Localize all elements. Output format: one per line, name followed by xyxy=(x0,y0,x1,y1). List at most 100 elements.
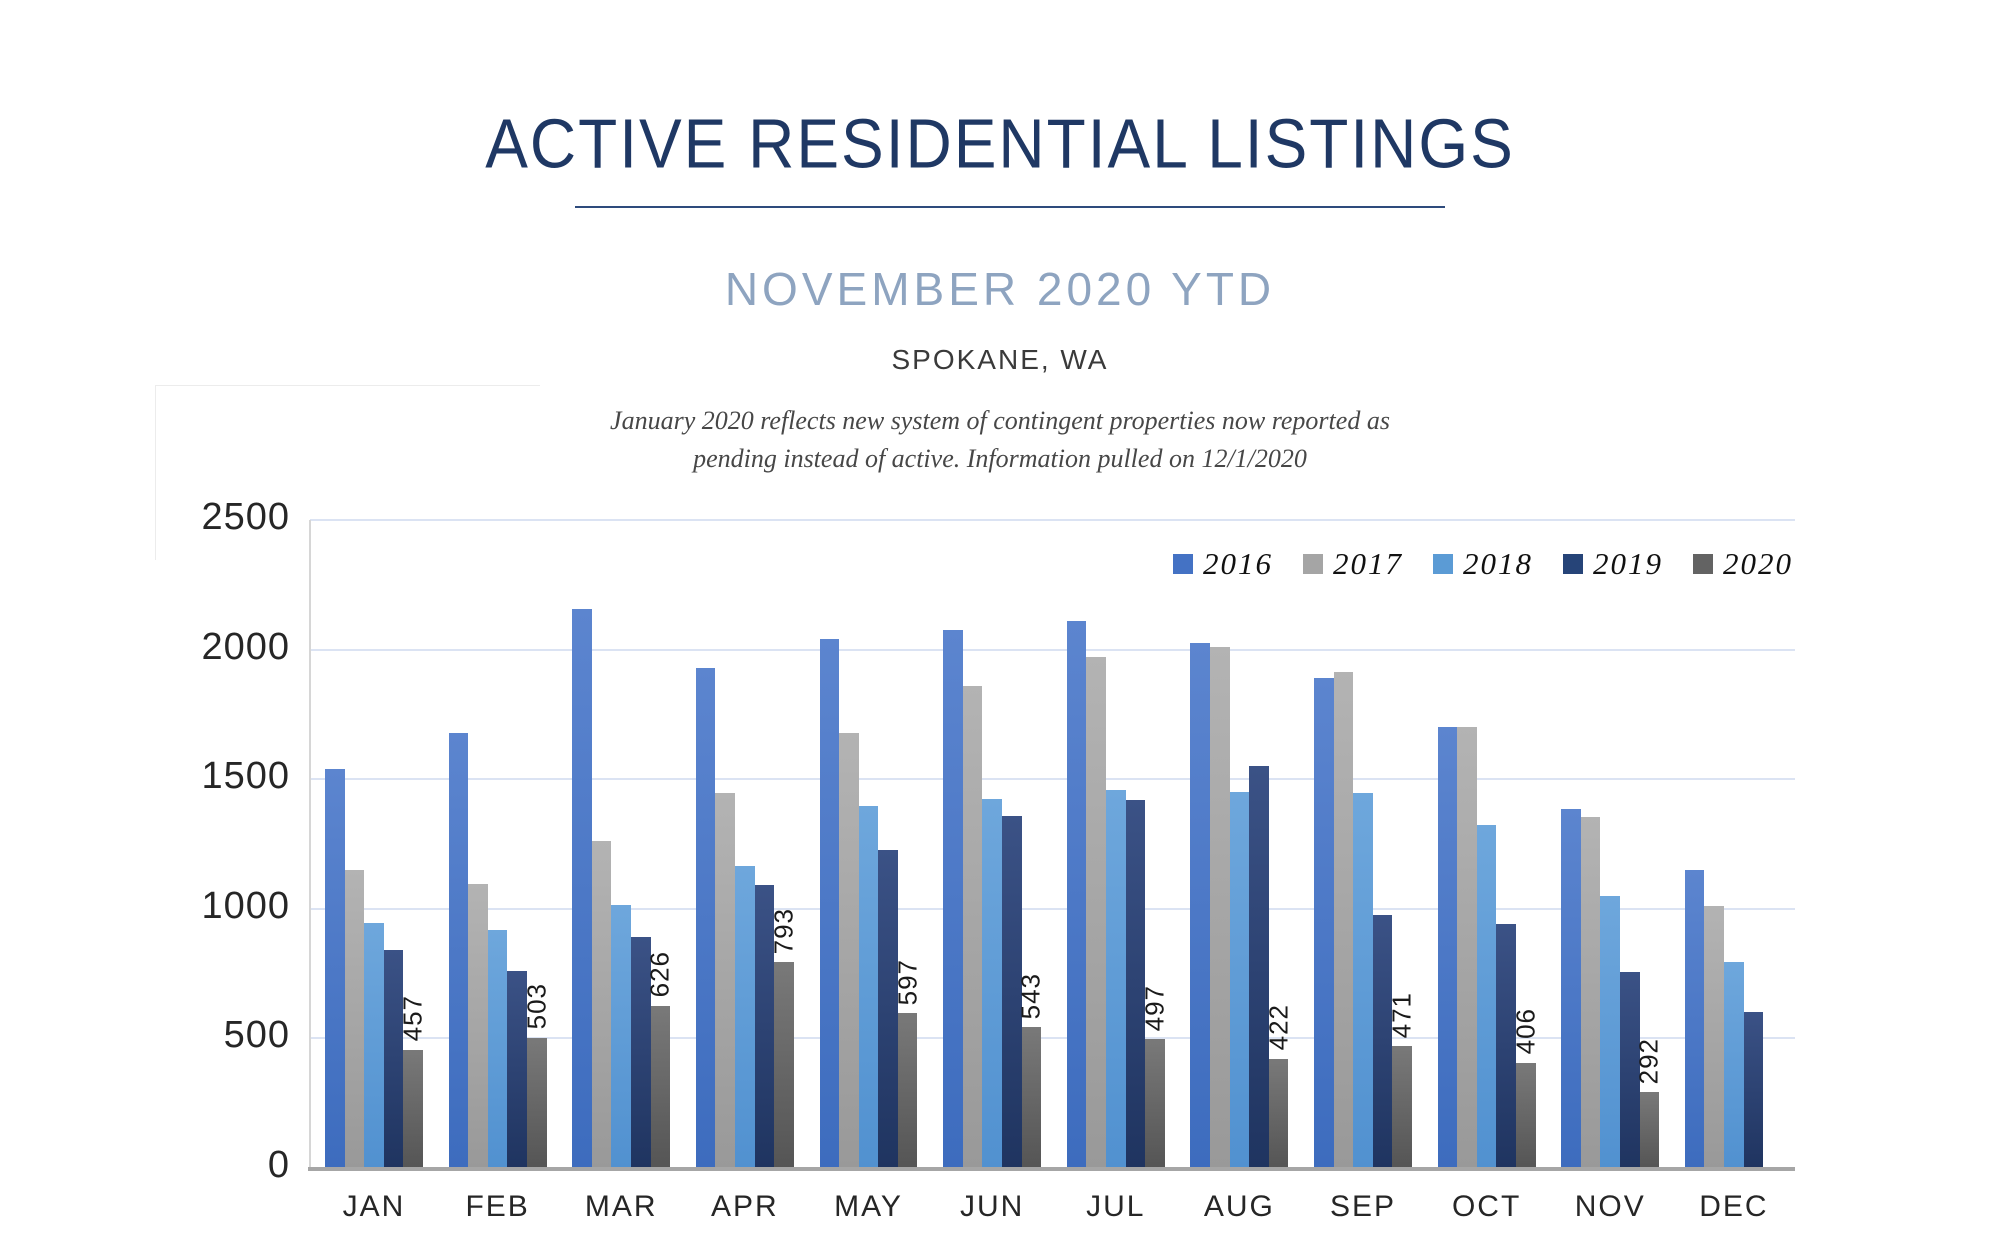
legend-label-2017: 2017 xyxy=(1333,546,1403,581)
bar-group-feb: 503 FEB xyxy=(448,520,551,1223)
y-axis-line xyxy=(309,520,311,1168)
bar-group-aug: 422 AUG xyxy=(1190,520,1293,1223)
bar-2020-may: 597 xyxy=(892,959,922,1168)
bar-2016-sep xyxy=(1314,678,1334,1168)
bar-2017-nov xyxy=(1580,816,1601,1168)
legend-swatch-2020 xyxy=(1693,554,1713,574)
footnote-line-2: pending instead of active. Information p… xyxy=(693,443,1307,473)
bar-2016-jan xyxy=(325,768,345,1168)
x-tick-label-nov: NOV xyxy=(1574,1190,1646,1223)
bar-2018-aug xyxy=(1229,792,1250,1168)
bar-2019-jun xyxy=(1001,815,1022,1168)
x-tick-label-jan: JAN xyxy=(342,1190,406,1223)
bar-2017-jan xyxy=(344,869,365,1168)
data-label-2020-may: 597 xyxy=(892,958,923,1006)
bar-group-dec: DEC xyxy=(1684,520,1783,1223)
bar-2017-apr xyxy=(715,793,736,1168)
bar-2020-apr: 793 xyxy=(769,908,799,1168)
bar-2018-apr xyxy=(735,866,755,1168)
location-label: SPOKANE, WA xyxy=(891,344,1109,375)
bar-2017-jun xyxy=(962,685,983,1168)
bar-2018-sep xyxy=(1353,793,1373,1168)
bar-2016-nov xyxy=(1561,809,1581,1168)
y-tick-label-2500: 2500 xyxy=(201,496,290,538)
bar-2016-apr xyxy=(695,667,716,1168)
bar-group-oct: 406 OCT xyxy=(1437,520,1540,1223)
data-label-2020-aug: 422 xyxy=(1263,1004,1294,1051)
x-tick-label-feb: FEB xyxy=(465,1190,530,1223)
data-label-2020-jan: 457 xyxy=(397,995,428,1042)
bar-2016-oct xyxy=(1437,727,1458,1168)
bar-2018-mar xyxy=(611,904,632,1168)
bar-2017-sep xyxy=(1333,671,1354,1168)
bar-2017-dec xyxy=(1704,906,1725,1168)
bar-2019-aug xyxy=(1249,766,1269,1168)
bar-2018-jul xyxy=(1105,789,1126,1168)
gridline-2000 xyxy=(310,648,1795,651)
bar-2017-aug xyxy=(1209,647,1230,1168)
bar-2019-sep xyxy=(1372,915,1393,1168)
gridline-1000 xyxy=(310,907,1795,910)
bar-2016-jul xyxy=(1066,621,1087,1168)
bar-2020-sep: 471 xyxy=(1387,992,1417,1168)
bar-2018-may xyxy=(858,806,879,1168)
bar-2017-mar xyxy=(591,841,612,1168)
legend-label-2020: 2020 xyxy=(1723,546,1793,581)
bar-2019-dec xyxy=(1743,1012,1764,1168)
y-tick-label-1000: 1000 xyxy=(201,884,290,927)
bar-2020-jun: 543 xyxy=(1016,973,1046,1168)
data-label-2020-oct: 406 xyxy=(1510,1008,1541,1055)
bar-2019-apr xyxy=(754,885,775,1168)
bar-2019-may xyxy=(878,850,898,1168)
x-tick-label-oct: OCT xyxy=(1451,1190,1522,1223)
legend-item-2017: 2017 xyxy=(1303,546,1403,582)
data-label-2020-apr: 793 xyxy=(768,908,799,955)
bar-group-jul: 497 JUL xyxy=(1066,520,1169,1223)
data-label-2020-sep: 471 xyxy=(1386,991,1417,1038)
legend-item-2016: 2016 xyxy=(1173,546,1273,582)
footnote-line-1: January 2020 reflects new system of cont… xyxy=(610,406,1390,435)
x-tick-label-aug: AUG xyxy=(1203,1190,1275,1223)
bar-2019-mar xyxy=(631,937,651,1168)
y-tick-label-500: 500 xyxy=(223,1014,290,1057)
chart-frame-edge-left xyxy=(155,385,156,560)
bar-2016-mar xyxy=(572,609,592,1168)
bar-2020-feb: 503 xyxy=(521,983,551,1168)
bar-2018-nov xyxy=(1600,895,1621,1168)
chart-frame-edge-top xyxy=(155,385,540,386)
data-label-2020-jun: 543 xyxy=(1015,972,1046,1020)
legend-swatch-2016 xyxy=(1173,554,1193,574)
data-label-2020-feb: 503 xyxy=(521,983,552,1030)
bar-group-apr: 793 APR xyxy=(695,520,799,1223)
bar-2020-aug: 422 xyxy=(1263,1004,1293,1168)
x-tick-label-apr: APR xyxy=(711,1190,779,1223)
bar-group-may: 597 MAY xyxy=(819,520,922,1223)
x-tick-label-dec: DEC xyxy=(1699,1190,1769,1223)
gridline-2500 xyxy=(310,519,1795,521)
gridline-500 xyxy=(310,1037,1795,1040)
bar-2018-dec xyxy=(1724,961,1744,1168)
bar-2020-mar: 626 xyxy=(645,951,675,1168)
x-tick-label-sep: SEP xyxy=(1329,1190,1397,1223)
title-underline xyxy=(575,206,1445,208)
bar-2016-feb xyxy=(448,732,469,1168)
bar-2019-jul xyxy=(1125,799,1146,1168)
bar-2018-feb xyxy=(487,929,508,1168)
legend-item-2018: 2018 xyxy=(1433,546,1533,582)
bar-group-sep: 471 SEP xyxy=(1314,520,1417,1223)
bar-2020-oct: 406 xyxy=(1510,1008,1540,1168)
y-tick-label-0: 0 xyxy=(267,1144,290,1186)
bar-2018-jan xyxy=(364,923,384,1168)
bar-group-nov: 292 NOV xyxy=(1561,520,1664,1223)
page-title: ACTIVE RESIDENTIAL LISTINGS xyxy=(485,105,1515,183)
x-tick-label-mar: MAR xyxy=(584,1190,658,1223)
legend-swatch-2017 xyxy=(1303,554,1323,574)
legend-swatch-2018 xyxy=(1433,554,1453,574)
data-label-2020-jul: 497 xyxy=(1139,984,1170,1032)
bar-2018-jun xyxy=(982,798,1002,1168)
bar-group-jan: 457 JAN xyxy=(325,520,428,1223)
bar-2016-dec xyxy=(1684,869,1705,1168)
bar-groups: 457 JAN 503 FEB 626 MAR 793 APR 597 MAY 543 JUN 497 J… xyxy=(310,520,1795,1223)
footnote: January 2020 reflects new system of cont… xyxy=(0,402,2000,477)
